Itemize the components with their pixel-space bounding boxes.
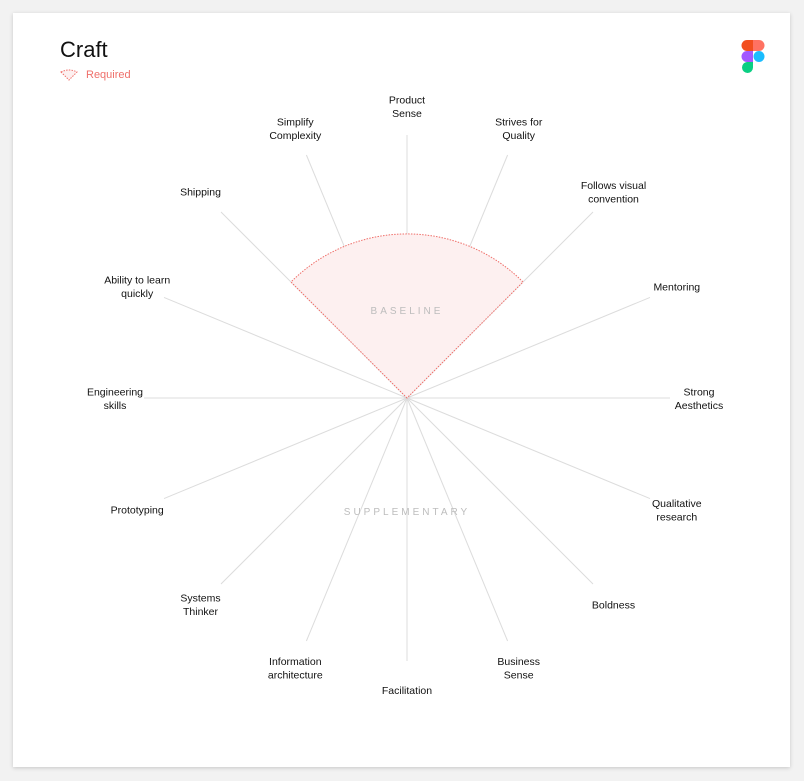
- skill-label: Systems Thinker: [180, 593, 220, 619]
- page-title: Craft: [60, 37, 108, 62]
- spoke-line: [163, 296, 408, 399]
- skill-label: Strong Aesthetics: [675, 386, 723, 412]
- skill-label: Mentoring: [653, 281, 700, 293]
- skill-label: Ability to learn quickly: [104, 275, 170, 301]
- spoke-line: [305, 397, 408, 642]
- supplementary-zone-label: SUPPLEMENTARY: [344, 507, 470, 518]
- skill-label: Facilitation: [382, 685, 432, 697]
- spoke-line: [406, 397, 509, 642]
- spoke-line: [220, 397, 408, 585]
- spoke-line: [163, 397, 408, 500]
- skill-label: Information architecture: [268, 656, 323, 682]
- skill-label: Strives for Quality: [495, 117, 543, 143]
- skill-label: Shipping: [180, 187, 221, 199]
- skill-label: Simplify Complexity: [269, 117, 322, 143]
- skill-label: Business Sense: [497, 656, 540, 682]
- required-wedge-icon: [60, 69, 78, 81]
- skill-label: Engineering skills: [87, 386, 143, 412]
- skill-label: Product Sense: [389, 94, 425, 120]
- skill-label: Qualitative research: [652, 498, 702, 524]
- legend: Required: [60, 69, 131, 81]
- skill-label: Boldness: [592, 600, 635, 612]
- spoke-line: [406, 397, 651, 500]
- baseline-zone-label: BASELINE: [371, 306, 444, 317]
- skill-label: Prototyping: [111, 505, 164, 517]
- figma-logo-icon: [741, 40, 765, 79]
- baseline-required-wedge: [290, 233, 524, 399]
- spoke-line: [406, 397, 594, 585]
- skill-label: Follows visual convention: [581, 180, 646, 206]
- spoke-line: [406, 296, 651, 399]
- legend-required-label: Required: [86, 69, 131, 81]
